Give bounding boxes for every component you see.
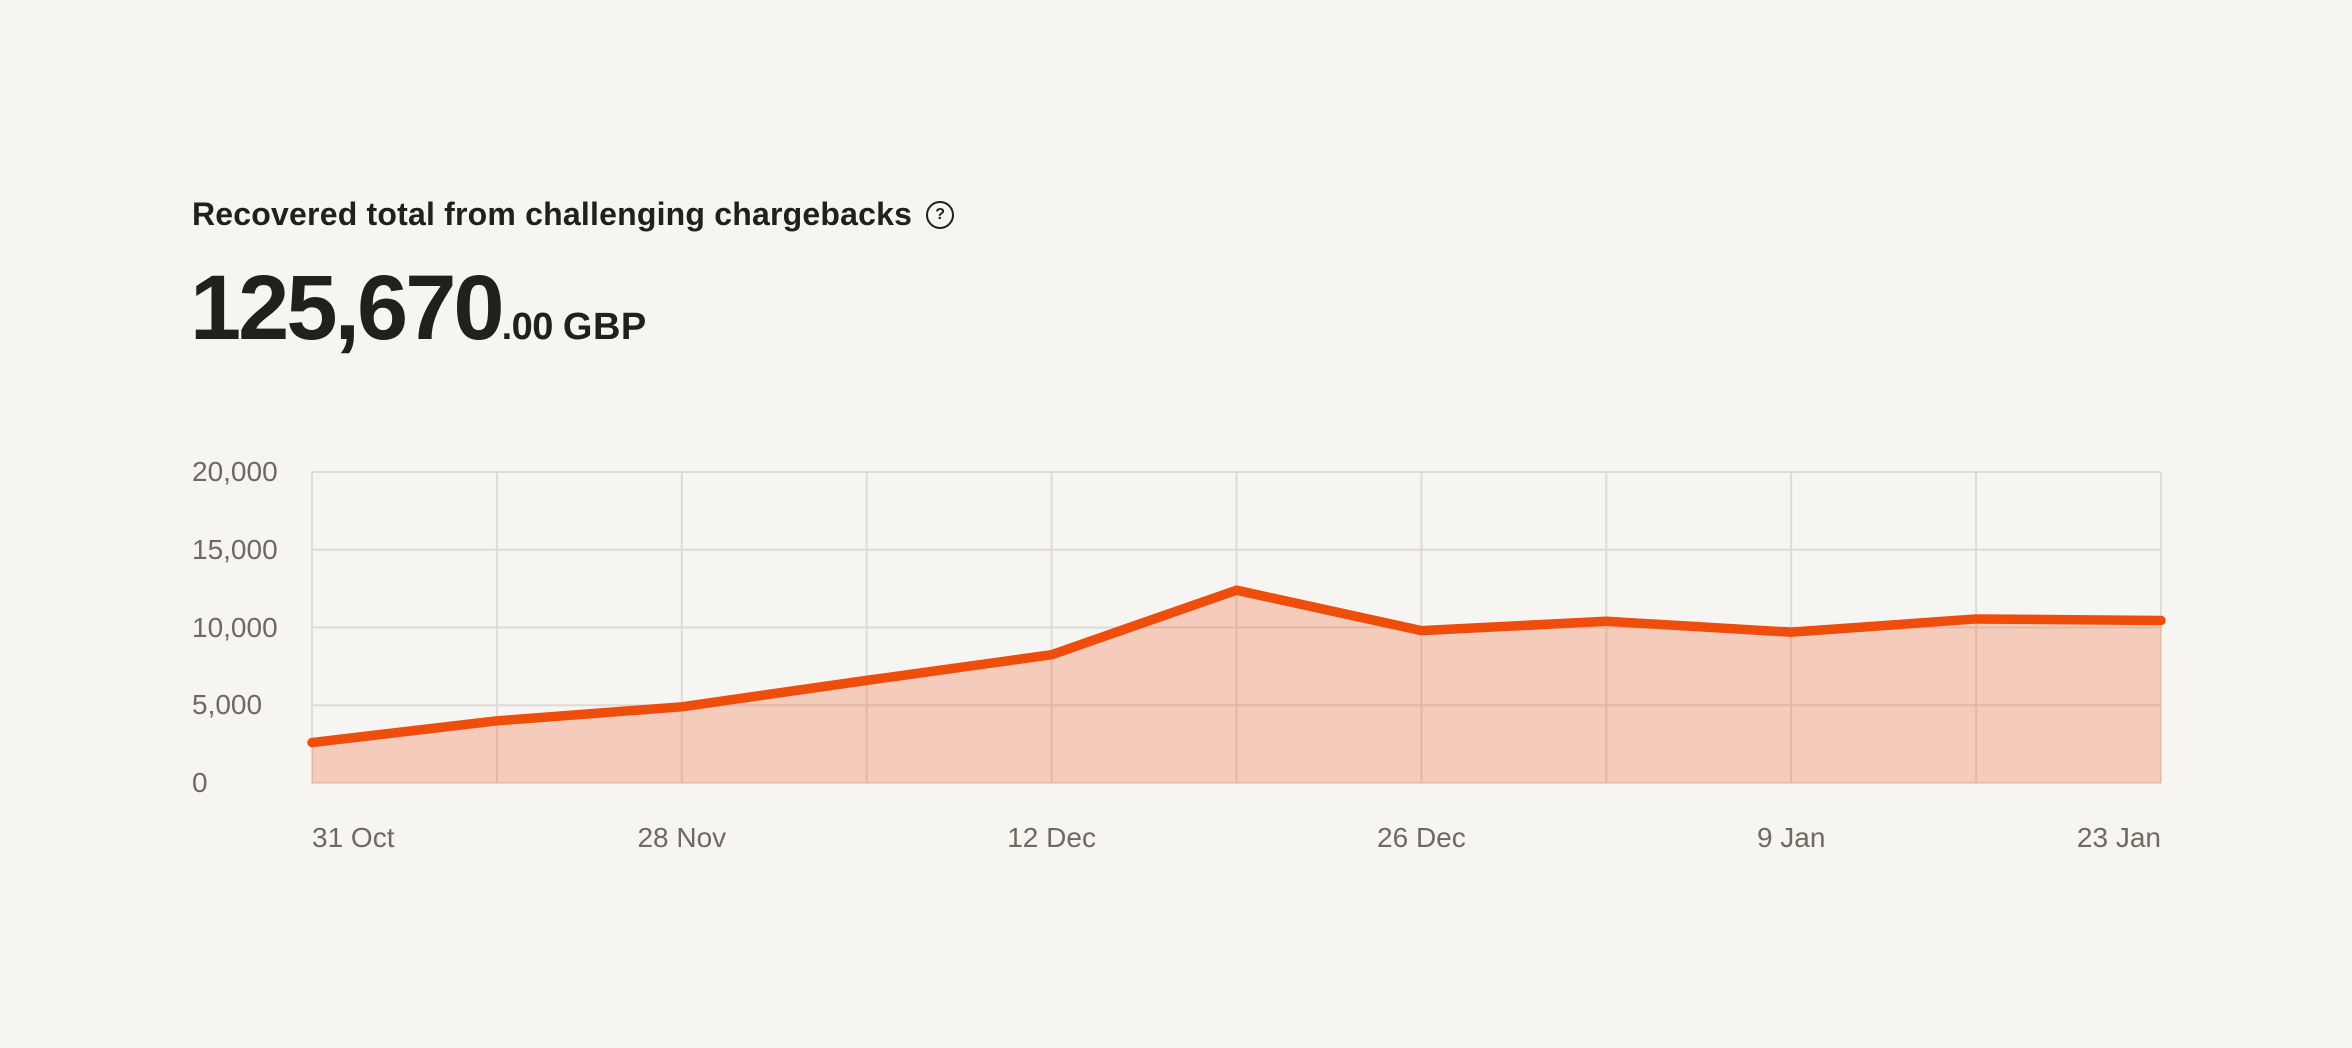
chart-svg: [307, 471, 2166, 784]
x-axis-tick-label: 31 Oct: [312, 822, 395, 853]
amount-decimal: .00: [501, 306, 554, 348]
x-axis-tick-label: 28 Nov: [637, 822, 727, 853]
x-axis-tick-label: 12 Dec: [1007, 822, 1096, 853]
y-axis-tick-label: 0: [192, 767, 208, 798]
x-axis-tick-label: 23 Jan: [2076, 822, 2161, 853]
chart-area-fill: [312, 590, 2161, 783]
y-axis-tick-label: 15,000: [192, 533, 278, 565]
chart-line: [307, 585, 2166, 748]
y-axis-tick-label: 20,000: [192, 456, 278, 487]
chart-title: Recovered total from challenging chargeb…: [192, 196, 913, 232]
x-axis-tick-label: 9 Jan: [1756, 822, 1826, 853]
amount-currency: GBP: [562, 306, 647, 348]
area-chart: [307, 471, 2166, 784]
x-axis-tick-label: 26 Dec: [1377, 822, 1466, 853]
recovered-total-amount: 125,670 .00 GBP: [190, 262, 647, 354]
y-axis-tick-label: 10,000: [192, 611, 278, 643]
amount-main: 125,670: [190, 257, 505, 359]
help-icon-glyph: ?: [935, 205, 946, 223]
chart-header: Recovered total from challenging chargeb…: [192, 196, 955, 233]
help-icon[interactable]: ?: [926, 200, 955, 229]
y-axis-tick-label: 5,000: [192, 689, 263, 721]
